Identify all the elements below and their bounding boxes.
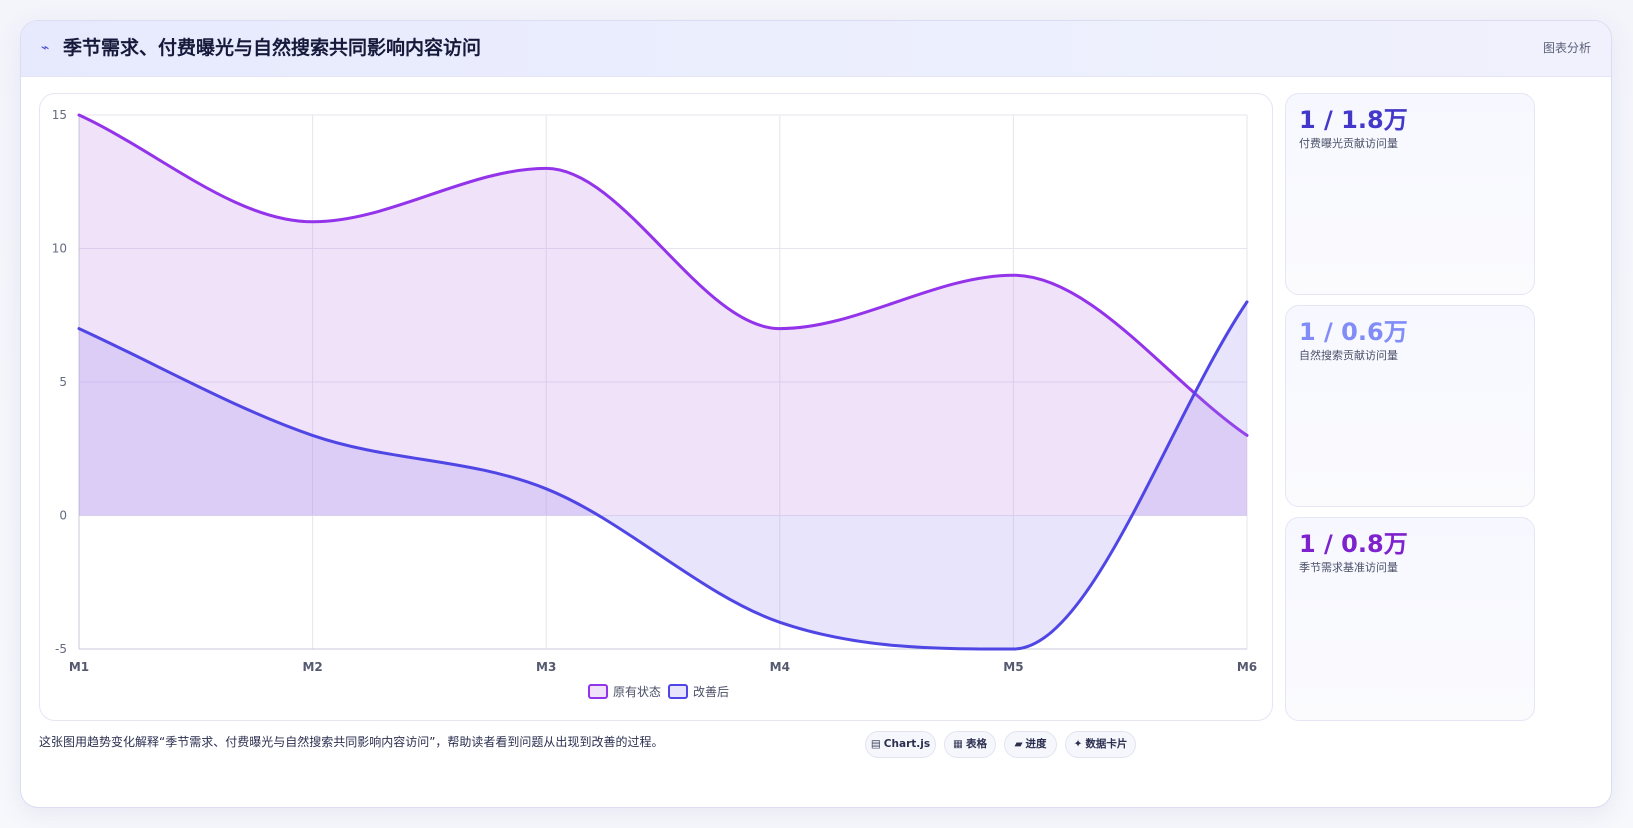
stat-card-seasonal: 1 / 0.8万 季节需求基准访问量 xyxy=(1285,517,1535,721)
chip-data-card[interactable]: ✦ 数据卡片 xyxy=(1065,731,1136,758)
series-line-2 xyxy=(77,300,1249,651)
legend-label-1: 原有状态 xyxy=(613,685,661,699)
chip-label: 进度 xyxy=(1025,738,1047,750)
y-tick-label: -5 xyxy=(55,642,67,656)
y-tick-label: 10 xyxy=(52,242,67,256)
stat-label: 付费曝光贡献访问量 xyxy=(1299,137,1398,150)
line-chart-icon: ⌁ xyxy=(41,40,50,56)
stat-label: 季节需求基准访问量 xyxy=(1299,561,1398,574)
legend-swatch-2 xyxy=(668,684,688,699)
stat-value: 1 / 1.8万 xyxy=(1299,106,1408,134)
y-tick-label: 15 xyxy=(52,108,67,122)
x-tick-label: M4 xyxy=(770,660,790,674)
stat-card-paid: 1 / 1.8万 付费曝光贡献访问量 xyxy=(1285,93,1535,295)
card-header: ⌁ 季节需求、付费曝光与自然搜索共同影响内容访问 图表分析 xyxy=(21,21,1611,77)
stat-card-organic: 1 / 0.6万 自然搜索贡献访问量 xyxy=(1285,305,1535,507)
y-tick-label: 5 xyxy=(59,375,67,389)
series-line-1 xyxy=(77,113,1249,437)
chart-card: ⌁ 季节需求、付费曝光与自然搜索共同影响内容访问 图表分析 15 10 5 0 -5 M1… xyxy=(20,20,1612,808)
x-tick-label: M5 xyxy=(1003,660,1023,674)
chart-icon: ▤ xyxy=(870,738,881,750)
stat-cards: 1 / 1.8万 付费曝光贡献访问量 1 / 0.6万 自然搜索贡献访问量 1 … xyxy=(1285,93,1535,721)
table-icon: ▦ xyxy=(953,738,963,750)
line-chart: 15 10 5 0 -5M1 M2 M3 M4 M5 M6 原有状态 改善后 xyxy=(52,108,1257,699)
chart-description: 这张图用趋势变化解释“季节需求、付费曝光与自然搜索共同影响内容访问”，帮助读者看… xyxy=(39,735,664,749)
y-tick-label: 0 xyxy=(59,509,67,523)
legend-swatch-1 xyxy=(588,684,608,699)
stat-value: 1 / 0.8万 xyxy=(1299,530,1408,558)
chip-label: 表格 xyxy=(965,738,987,750)
x-tick-label: M1 xyxy=(69,660,89,674)
legend-label-2: 改善后 xyxy=(693,684,729,699)
chip-label: Chart.js xyxy=(883,738,931,750)
x-tick-label: M2 xyxy=(302,660,322,674)
progress-icon: ▰ xyxy=(1014,738,1023,750)
stat-label: 自然搜索贡献访问量 xyxy=(1299,349,1398,362)
chip-progress[interactable]: ▰ 进度 xyxy=(1004,731,1057,758)
stat-value: 1 / 0.6万 xyxy=(1299,318,1408,346)
header-tag: 图表分析 xyxy=(1542,41,1591,55)
x-tick-label: M6 xyxy=(1237,660,1257,674)
chip-table[interactable]: ▦ 表格 xyxy=(944,731,996,758)
chip-chartjs[interactable]: ▤ Chart.js xyxy=(865,731,936,758)
x-tick-label: M3 xyxy=(536,660,556,674)
chart-panel: 15 10 5 0 -5 M1 M2 M3 M4 M5 M6 原有状态 改善后 xyxy=(39,93,1273,721)
page-title: 季节需求、付费曝光与自然搜索共同影响内容访问 xyxy=(63,37,482,59)
series-area-2 xyxy=(79,301,1247,649)
chip-label: 数据卡片 xyxy=(1085,738,1128,750)
data-card-icon: ✦ xyxy=(1073,738,1083,750)
series-area-1 xyxy=(79,115,1247,516)
